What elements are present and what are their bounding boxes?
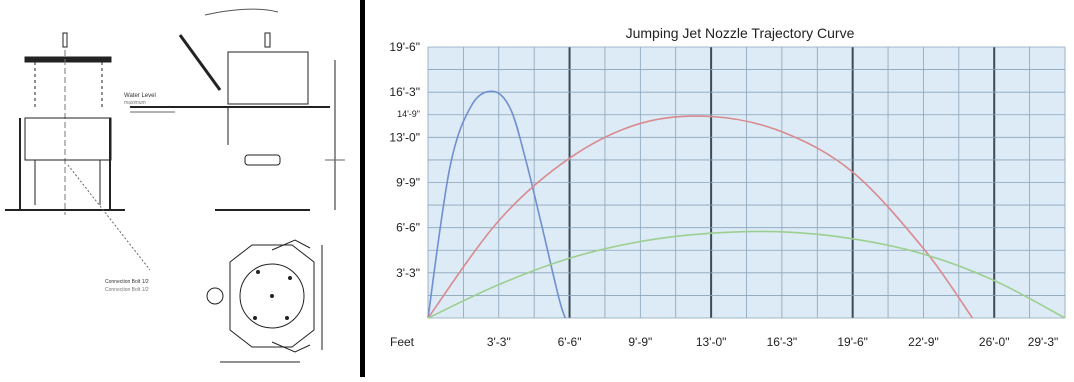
trajectory-chart: Jumping Jet Nozzle Trajectory Curve 3'-3…	[365, 0, 1074, 377]
side-elevation-view	[5, 32, 151, 271]
x-unit-label: Feet	[390, 335, 415, 349]
x-tick-label: 19'-6"	[837, 335, 868, 349]
chart-title: Jumping Jet Nozzle Trajectory Curve	[626, 25, 855, 41]
technical-drawing: Water Level maximum Connection Bolt 1/2 …	[0, 0, 360, 377]
x-tick-label: 16'-3"	[767, 335, 798, 349]
x-tick-label: 22'-9"	[908, 335, 939, 349]
housing-box	[227, 51, 309, 105]
panel-divider	[360, 0, 365, 377]
angle-arc	[204, 8, 279, 16]
series-lines	[427, 90, 1066, 319]
y-tick-label: 16'-3"	[389, 85, 420, 99]
x-tick-label: 9'-9"	[628, 335, 652, 349]
bracket	[271, 239, 311, 251]
y-tick-label: 9'-9"	[396, 176, 420, 190]
y-tick-label: 13'-0"	[389, 130, 420, 144]
nozzle-stem	[62, 32, 68, 48]
note-line-1: Connection Bolt 1/2	[105, 279, 149, 285]
y-tick-label: 3'-3"	[396, 266, 420, 280]
water-level-sublabel: maximum	[124, 100, 146, 106]
x-axis-ticks: 3'-3" 6'-6" 9'-9" 13'-0" 16'-3" 19'-6" 22'-9" 2…	[487, 335, 1058, 349]
water-level-label: Water Level	[124, 93, 156, 99]
y-tick-label: 19'-6"	[389, 40, 420, 54]
grid	[427, 46, 1066, 319]
x-tick-label: 6'-6"	[558, 335, 582, 349]
inlet-port	[244, 154, 281, 166]
plan-view	[206, 239, 323, 363]
x-tick-label: 26'-0"	[979, 335, 1010, 349]
chart-svg: Jumping Jet Nozzle Trajectory Curve 3'-3…	[389, 25, 1066, 349]
x-tick-label: 13'-0"	[696, 335, 727, 349]
front-elevation-view	[130, 8, 345, 211]
plan-circle	[239, 263, 305, 329]
bolt-hole	[253, 316, 257, 320]
plan-octagon	[229, 244, 315, 348]
y-tick-label: 14'-9"	[397, 109, 420, 119]
bolt-hole	[270, 294, 274, 298]
note-line-2: Connection Bolt 1/2	[105, 287, 149, 293]
y-tick-label: 6'-6"	[396, 221, 420, 235]
bolt-hole	[256, 270, 260, 274]
x-tick-label: 29'-3"	[1028, 335, 1059, 349]
top-plate	[24, 56, 112, 63]
nozzle-stem-2	[264, 32, 271, 48]
trajectory-series-1	[427, 90, 566, 319]
inclined-nozzle	[178, 34, 222, 91]
nozzle-drawing-svg: Water Level maximum Connection Bolt 1/2 …	[5, 8, 345, 363]
y-axis-ticks: 3'-3" 6'-6" 9'-9" 13'-0" 14'-9" 16'-3" 19'-6"	[389, 40, 420, 280]
bolt-hole	[288, 276, 292, 280]
x-tick-label: 3'-3"	[487, 335, 511, 349]
bracket	[271, 341, 311, 353]
trajectory-series-3	[427, 230, 1066, 319]
trajectory-series-2	[427, 115, 974, 319]
bolt-hole	[285, 316, 289, 320]
inlet-fitting	[206, 287, 224, 305]
housing-body	[24, 117, 112, 161]
